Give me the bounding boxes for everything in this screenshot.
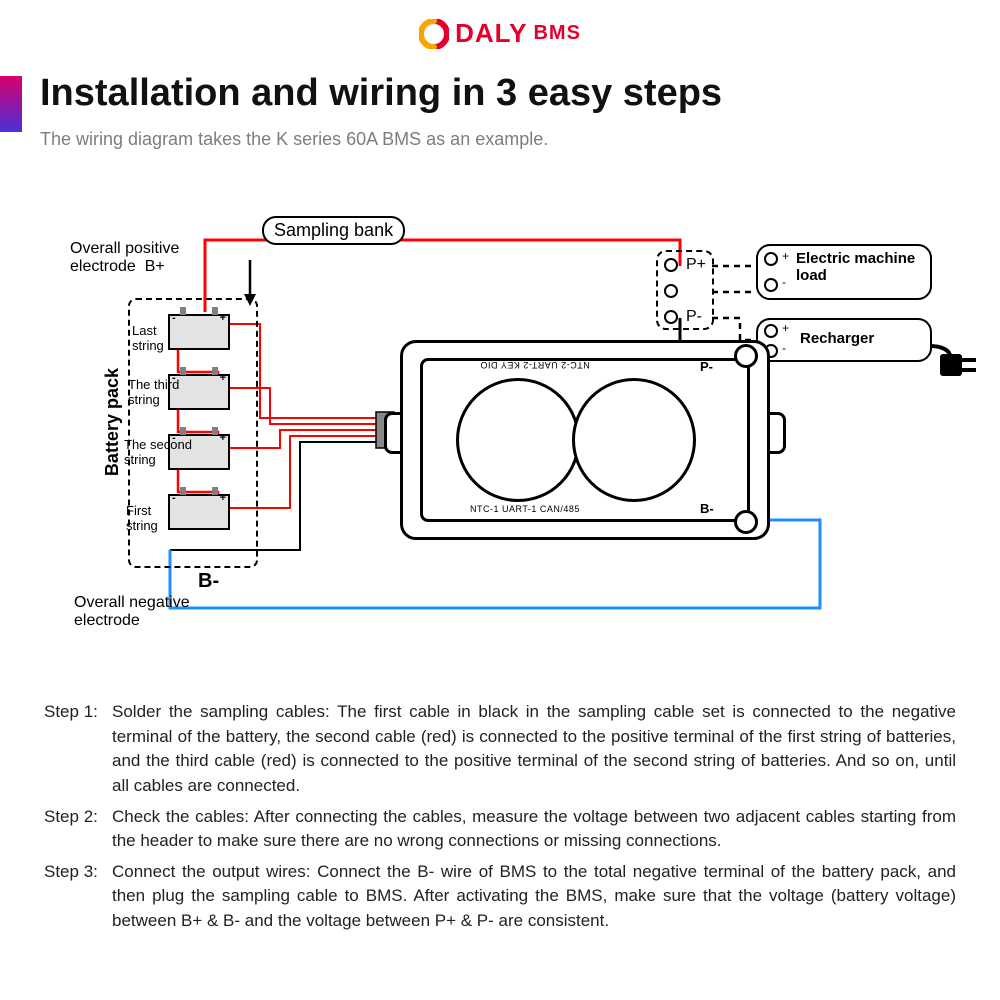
subtitle: The wiring diagram takes the K series 60… <box>40 129 1000 150</box>
p-plus-label: P+ <box>686 256 706 274</box>
step-3-body: Connect the output wires: Connect the B-… <box>112 860 956 934</box>
p-plus-top-ring <box>664 258 678 272</box>
bms-p-minus-label: P- <box>700 360 713 375</box>
page-title: Installation and wiring in 3 easy steps <box>40 72 1000 115</box>
bms-b-minus-label: B- <box>700 502 714 517</box>
step-3-label: Step 3: <box>44 860 112 934</box>
bms-screw-p-minus <box>734 344 758 368</box>
load-minus-ring <box>764 278 778 292</box>
load-plus-ring <box>764 252 778 266</box>
step-2-body: Check the cables: After connecting the c… <box>112 805 956 854</box>
bms-coil-right <box>572 378 696 502</box>
cell-last: -+ <box>168 314 230 350</box>
bms-coil-left <box>456 378 580 502</box>
battery-pack-label: Battery pack <box>102 368 123 476</box>
p-middle-ring <box>664 284 678 298</box>
sampling-bank-label: Sampling bank <box>262 216 405 245</box>
bms-ports-bottom: NTC-1 UART-1 CAN/485 <box>470 504 580 514</box>
cell-first: -+ <box>168 494 230 530</box>
recharger-label: Recharger <box>800 330 874 347</box>
brand-sub: BMS <box>533 22 580 45</box>
bms-screw-b-minus <box>734 510 758 534</box>
brand-logo: DALY BMS <box>419 18 581 49</box>
steps-block: Step 1: Solder the sampling cables: The … <box>44 700 956 940</box>
b-minus-label: B- <box>198 570 219 593</box>
p-minus-ring <box>664 310 678 324</box>
step-1-body: Solder the sampling cables: The first ca… <box>112 700 956 799</box>
step-1: Step 1: Solder the sampling cables: The … <box>44 700 956 799</box>
title-accent-bar <box>0 76 22 132</box>
brand-name: DALY <box>455 18 527 49</box>
overall-positive-label: Overall positive electrode B+ <box>70 240 179 277</box>
logo-bar: DALY BMS <box>0 0 1000 54</box>
step-3: Step 3: Connect the output wires: Connec… <box>44 860 956 934</box>
step-2-label: Step 2: <box>44 805 112 854</box>
bms-ports-top: NTC-2 UART-2 KEY DIO <box>480 360 590 370</box>
logo-mark-icon <box>419 19 449 49</box>
recharger-plus-ring <box>764 324 778 338</box>
cell-second-label: The second string <box>124 438 168 468</box>
cell-first-label: First string <box>126 504 168 534</box>
step-1-label: Step 1: <box>44 700 112 799</box>
load-label: Electric machine load <box>796 250 915 285</box>
wiring-diagram: Sampling bank Overall positive electrode… <box>0 200 1000 670</box>
cell-last-label: Last string <box>132 324 166 354</box>
plug-icon <box>940 354 962 376</box>
step-2: Step 2: Check the cables: After connecti… <box>44 805 956 854</box>
cell-third-label: The third string <box>128 378 168 408</box>
overall-negative-label: Overall negative electrode <box>74 594 190 631</box>
title-block: Installation and wiring in 3 easy steps <box>0 72 1000 115</box>
p-minus-label: P- <box>686 308 702 326</box>
